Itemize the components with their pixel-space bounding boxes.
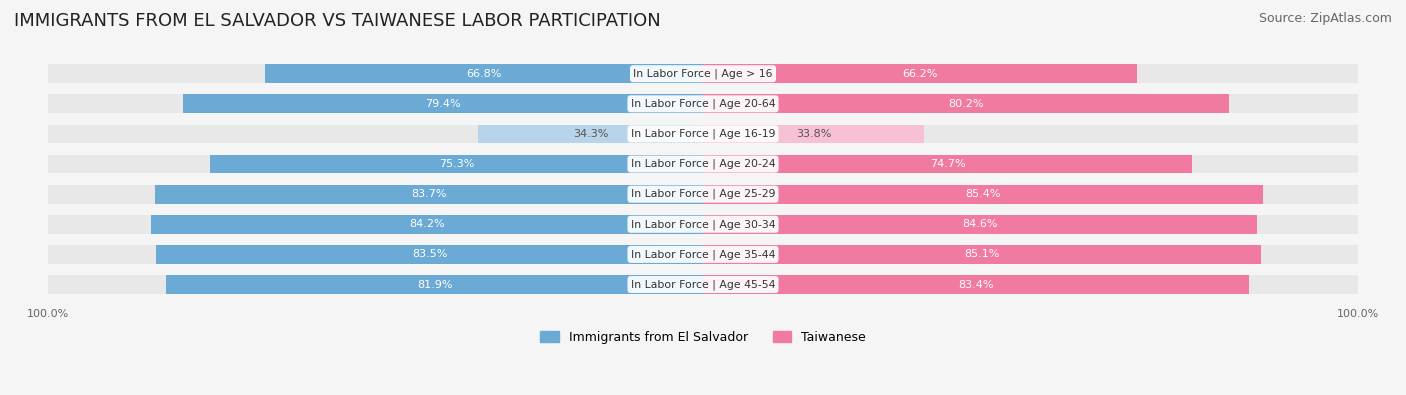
- Text: In Labor Force | Age 16-19: In Labor Force | Age 16-19: [631, 129, 775, 139]
- Bar: [703, 124, 1358, 143]
- Text: IMMIGRANTS FROM EL SALVADOR VS TAIWANESE LABOR PARTICIPATION: IMMIGRANTS FROM EL SALVADOR VS TAIWANESE…: [14, 12, 661, 30]
- Text: 84.6%: 84.6%: [963, 219, 998, 229]
- Bar: [48, 94, 703, 113]
- Bar: [703, 94, 1229, 113]
- Bar: [266, 64, 703, 83]
- Text: 75.3%: 75.3%: [439, 159, 474, 169]
- Text: 66.8%: 66.8%: [467, 69, 502, 79]
- Bar: [703, 185, 1358, 203]
- Text: In Labor Force | Age 25-29: In Labor Force | Age 25-29: [631, 189, 775, 199]
- Bar: [703, 185, 1263, 203]
- Bar: [703, 275, 1250, 294]
- Text: 100.0%: 100.0%: [1337, 308, 1379, 319]
- Text: In Labor Force | Age 35-44: In Labor Force | Age 35-44: [631, 249, 775, 260]
- Text: 74.7%: 74.7%: [929, 159, 966, 169]
- Bar: [183, 94, 703, 113]
- Bar: [209, 155, 703, 173]
- Text: 33.8%: 33.8%: [796, 129, 831, 139]
- Text: 100.0%: 100.0%: [27, 308, 69, 319]
- Bar: [703, 155, 1192, 173]
- Text: 83.5%: 83.5%: [412, 249, 447, 260]
- Bar: [703, 64, 1137, 83]
- Text: 83.7%: 83.7%: [411, 189, 447, 199]
- Text: In Labor Force | Age 45-54: In Labor Force | Age 45-54: [631, 279, 775, 290]
- Bar: [703, 94, 1358, 113]
- Text: In Labor Force | Age 20-24: In Labor Force | Age 20-24: [631, 159, 775, 169]
- Text: 80.2%: 80.2%: [948, 99, 984, 109]
- Text: 84.2%: 84.2%: [409, 219, 444, 229]
- Bar: [166, 275, 703, 294]
- Bar: [48, 124, 703, 143]
- Text: 83.4%: 83.4%: [959, 280, 994, 290]
- Legend: Immigrants from El Salvador, Taiwanese: Immigrants from El Salvador, Taiwanese: [534, 326, 872, 349]
- Bar: [48, 185, 703, 203]
- Text: Source: ZipAtlas.com: Source: ZipAtlas.com: [1258, 12, 1392, 25]
- Bar: [48, 155, 703, 173]
- Bar: [703, 124, 925, 143]
- Text: In Labor Force | Age > 16: In Labor Force | Age > 16: [633, 68, 773, 79]
- Text: 66.2%: 66.2%: [903, 69, 938, 79]
- Bar: [703, 215, 1257, 233]
- Text: 85.4%: 85.4%: [965, 189, 1001, 199]
- Text: In Labor Force | Age 30-34: In Labor Force | Age 30-34: [631, 219, 775, 229]
- Bar: [703, 215, 1358, 233]
- Text: 85.1%: 85.1%: [965, 249, 1000, 260]
- Bar: [703, 64, 1358, 83]
- Bar: [155, 185, 703, 203]
- Text: 79.4%: 79.4%: [425, 99, 461, 109]
- Text: 34.3%: 34.3%: [572, 129, 609, 139]
- Text: In Labor Force | Age 20-64: In Labor Force | Age 20-64: [631, 99, 775, 109]
- Bar: [48, 275, 703, 294]
- Bar: [703, 245, 1358, 264]
- Text: 81.9%: 81.9%: [418, 280, 453, 290]
- Bar: [48, 215, 703, 233]
- Bar: [703, 275, 1358, 294]
- Bar: [703, 245, 1261, 264]
- Bar: [48, 245, 703, 264]
- Bar: [478, 124, 703, 143]
- Bar: [48, 64, 703, 83]
- Bar: [156, 245, 703, 264]
- Bar: [152, 215, 703, 233]
- Bar: [703, 155, 1358, 173]
